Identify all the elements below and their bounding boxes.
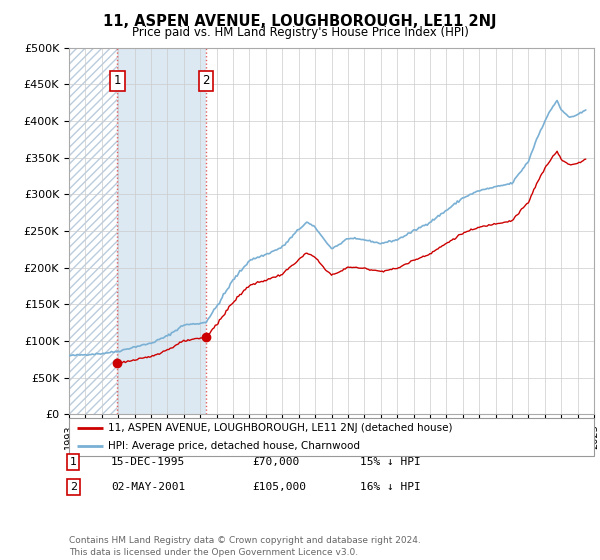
Text: 15-DEC-1995: 15-DEC-1995 (111, 457, 185, 467)
Text: 11, ASPEN AVENUE, LOUGHBOROUGH, LE11 2NJ (detached house): 11, ASPEN AVENUE, LOUGHBOROUGH, LE11 2NJ… (109, 423, 453, 433)
Text: 1: 1 (113, 74, 121, 87)
Text: 16% ↓ HPI: 16% ↓ HPI (360, 482, 421, 492)
Text: £105,000: £105,000 (252, 482, 306, 492)
Text: Price paid vs. HM Land Registry's House Price Index (HPI): Price paid vs. HM Land Registry's House … (131, 26, 469, 39)
FancyBboxPatch shape (69, 418, 594, 456)
Text: 11, ASPEN AVENUE, LOUGHBOROUGH, LE11 2NJ: 11, ASPEN AVENUE, LOUGHBOROUGH, LE11 2NJ (103, 14, 497, 29)
Text: Contains HM Land Registry data © Crown copyright and database right 2024.
This d: Contains HM Land Registry data © Crown c… (69, 536, 421, 557)
Text: 15% ↓ HPI: 15% ↓ HPI (360, 457, 421, 467)
Text: HPI: Average price, detached house, Charnwood: HPI: Average price, detached house, Char… (109, 441, 361, 451)
Text: 1: 1 (70, 457, 77, 467)
Text: 2: 2 (202, 74, 210, 87)
Text: 2: 2 (70, 482, 77, 492)
Bar (118, 48, 206, 414)
Bar (69, 48, 118, 414)
Text: 02-MAY-2001: 02-MAY-2001 (111, 482, 185, 492)
Text: £70,000: £70,000 (252, 457, 299, 467)
